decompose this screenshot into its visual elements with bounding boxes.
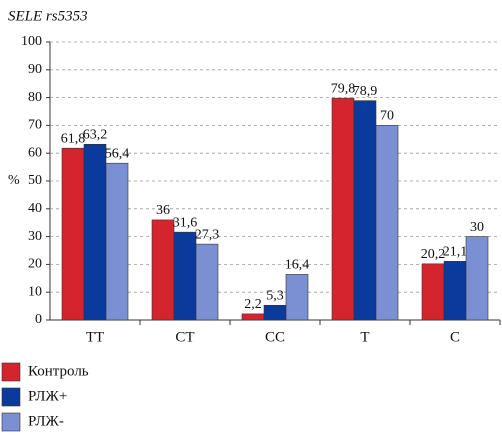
- legend-swatch: [1, 362, 21, 382]
- bar: [285, 274, 309, 321]
- y-tick-label: 20: [28, 257, 42, 272]
- y-tick-label: 30: [28, 229, 42, 244]
- bar: [375, 125, 399, 321]
- x-tick-label: CT: [175, 329, 194, 345]
- bar: [105, 162, 129, 321]
- bar: [353, 100, 377, 321]
- value-label: 16,4: [285, 258, 310, 273]
- value-label: 20,2: [421, 247, 446, 262]
- value-label: 5,3: [266, 288, 284, 303]
- bar: [61, 147, 85, 321]
- y-tick-label: 70: [28, 118, 42, 133]
- chart-title: SELE rs5353: [8, 8, 88, 24]
- value-label: 36: [156, 203, 170, 218]
- y-tick-label: 40: [28, 201, 42, 216]
- legend-label: Контроль: [28, 363, 89, 379]
- x-tick-label: CC: [265, 329, 285, 345]
- value-label: 27,3: [195, 227, 220, 242]
- y-axis-label: %: [8, 173, 20, 188]
- bar: [263, 304, 287, 321]
- y-tick-label: 100: [21, 34, 42, 49]
- bar: [195, 243, 219, 321]
- value-label: 56,4: [105, 146, 130, 161]
- bar: [83, 144, 107, 321]
- y-tick-label: 90: [28, 62, 42, 77]
- value-label: 70: [380, 109, 394, 124]
- bar: [443, 261, 467, 321]
- x-tick-label: T: [360, 329, 369, 345]
- x-tick-label: TT: [86, 329, 104, 345]
- y-tick-label: 0: [35, 312, 42, 327]
- value-label: 63,2: [83, 128, 108, 143]
- value-label: 79,8: [331, 81, 356, 96]
- legend-label: РЛЖ-: [28, 413, 64, 429]
- bar: [465, 236, 489, 321]
- bar: [173, 231, 197, 321]
- y-tick-label: 10: [28, 284, 42, 299]
- bar: [151, 219, 175, 321]
- value-label: 78,9: [353, 84, 378, 99]
- value-label: 2,2: [244, 297, 262, 312]
- value-label: 21,1: [443, 245, 468, 260]
- y-tick-label: 80: [28, 90, 42, 105]
- value-label: 30: [470, 220, 484, 235]
- legend-swatch: [1, 387, 21, 407]
- bar: [241, 313, 265, 321]
- y-tick-label: 50: [28, 173, 42, 188]
- value-label: 61,8: [61, 131, 86, 146]
- y-tick-label: 60: [28, 145, 42, 160]
- legend-swatch: [1, 412, 21, 432]
- value-label: 31,6: [173, 215, 198, 230]
- bar: [331, 97, 355, 321]
- legend-label: РЛЖ+: [28, 388, 67, 404]
- bar: [421, 263, 445, 321]
- x-tick-label: C: [450, 329, 460, 345]
